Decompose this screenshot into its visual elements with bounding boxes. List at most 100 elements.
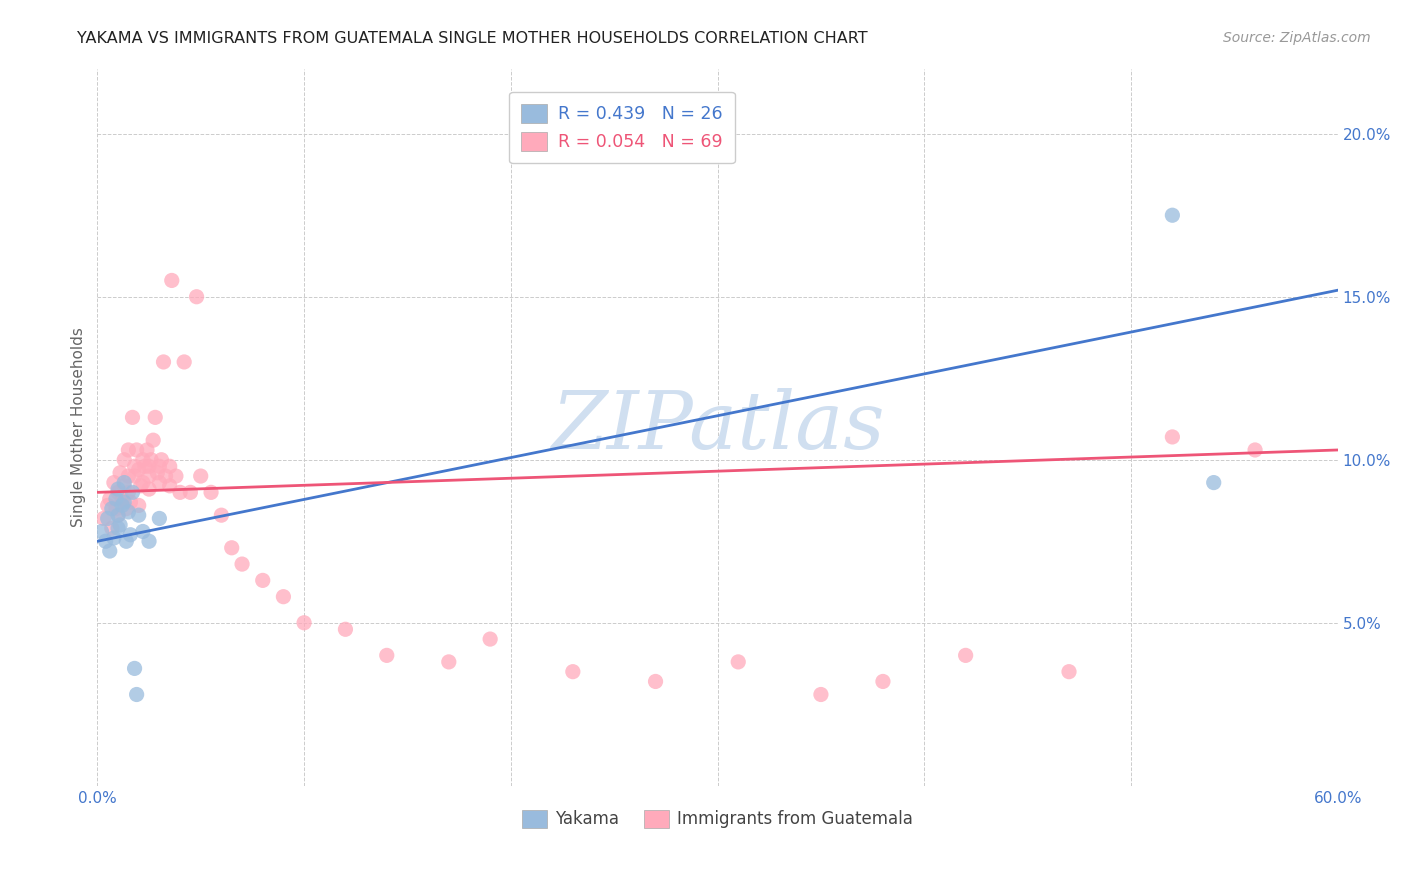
Point bbox=[112, 495, 135, 509]
Point bbox=[179, 485, 201, 500]
Point bbox=[142, 433, 165, 447]
Point bbox=[93, 511, 115, 525]
Point bbox=[1161, 208, 1184, 222]
Point bbox=[160, 273, 183, 287]
Point bbox=[112, 452, 135, 467]
Point bbox=[112, 475, 135, 490]
Point bbox=[98, 544, 121, 558]
Point bbox=[190, 469, 212, 483]
Point bbox=[121, 410, 143, 425]
Point bbox=[152, 355, 174, 369]
Point bbox=[107, 508, 129, 523]
Point bbox=[143, 410, 166, 425]
Point bbox=[437, 655, 460, 669]
Point bbox=[94, 534, 117, 549]
Point bbox=[209, 508, 232, 523]
Point bbox=[97, 499, 120, 513]
Point bbox=[335, 622, 357, 636]
Point bbox=[169, 485, 191, 500]
Point bbox=[108, 518, 131, 533]
Point bbox=[155, 469, 177, 483]
Point bbox=[165, 469, 187, 483]
Point bbox=[97, 511, 120, 525]
Point bbox=[112, 479, 135, 493]
Point bbox=[955, 648, 977, 663]
Point bbox=[1202, 475, 1225, 490]
Point bbox=[292, 615, 315, 630]
Point bbox=[186, 290, 208, 304]
Point bbox=[108, 466, 131, 480]
Point bbox=[138, 469, 160, 483]
Point bbox=[117, 442, 139, 457]
Point bbox=[128, 462, 150, 476]
Y-axis label: Single Mother Households: Single Mother Households bbox=[72, 327, 86, 527]
Point bbox=[98, 491, 121, 506]
Point bbox=[1057, 665, 1080, 679]
Text: YAKAMA VS IMMIGRANTS FROM GUATEMALA SINGLE MOTHER HOUSEHOLDS CORRELATION CHART: YAKAMA VS IMMIGRANTS FROM GUATEMALA SING… bbox=[77, 31, 868, 46]
Point bbox=[115, 501, 138, 516]
Point bbox=[132, 452, 155, 467]
Point bbox=[125, 442, 148, 457]
Point bbox=[124, 459, 146, 474]
Point bbox=[479, 632, 502, 646]
Point bbox=[107, 508, 129, 523]
Point bbox=[101, 501, 124, 516]
Point bbox=[173, 355, 195, 369]
Point bbox=[124, 661, 146, 675]
Point bbox=[138, 459, 160, 474]
Point bbox=[121, 485, 143, 500]
Point bbox=[134, 459, 156, 474]
Point bbox=[148, 511, 170, 525]
Point bbox=[107, 482, 129, 496]
Point bbox=[139, 452, 162, 467]
Point bbox=[111, 499, 134, 513]
Point bbox=[159, 479, 181, 493]
Point bbox=[1244, 442, 1267, 457]
Point bbox=[148, 459, 170, 474]
Point bbox=[132, 524, 155, 539]
Point bbox=[125, 688, 148, 702]
Point bbox=[727, 655, 749, 669]
Point bbox=[124, 469, 146, 483]
Point bbox=[1161, 430, 1184, 444]
Point bbox=[644, 674, 666, 689]
Point bbox=[561, 665, 583, 679]
Point bbox=[136, 442, 159, 457]
Point bbox=[117, 485, 139, 500]
Point bbox=[120, 527, 142, 541]
Point bbox=[111, 491, 134, 506]
Point bbox=[120, 495, 142, 509]
Legend: Yakama, Immigrants from Guatemala: Yakama, Immigrants from Guatemala bbox=[515, 803, 920, 835]
Point bbox=[103, 475, 125, 490]
Point bbox=[104, 501, 127, 516]
Point bbox=[90, 524, 112, 539]
Point bbox=[101, 521, 124, 535]
Point bbox=[375, 648, 398, 663]
Point bbox=[138, 482, 160, 496]
Point bbox=[107, 485, 129, 500]
Point bbox=[159, 459, 181, 474]
Text: Source: ZipAtlas.com: Source: ZipAtlas.com bbox=[1223, 31, 1371, 45]
Point bbox=[132, 475, 155, 490]
Point bbox=[273, 590, 295, 604]
Point bbox=[252, 574, 274, 588]
Point bbox=[872, 674, 894, 689]
Point bbox=[104, 491, 127, 506]
Text: ZIPatlas: ZIPatlas bbox=[551, 388, 884, 466]
Point bbox=[200, 485, 222, 500]
Point bbox=[148, 475, 170, 490]
Point bbox=[146, 466, 169, 480]
Point bbox=[117, 469, 139, 483]
Point bbox=[129, 479, 152, 493]
Point bbox=[117, 505, 139, 519]
Point bbox=[128, 499, 150, 513]
Point bbox=[128, 508, 150, 523]
Point bbox=[138, 534, 160, 549]
Point bbox=[810, 688, 832, 702]
Point bbox=[231, 557, 253, 571]
Point bbox=[221, 541, 243, 555]
Point bbox=[150, 452, 173, 467]
Point bbox=[115, 534, 138, 549]
Point bbox=[103, 531, 125, 545]
Point bbox=[107, 521, 129, 535]
